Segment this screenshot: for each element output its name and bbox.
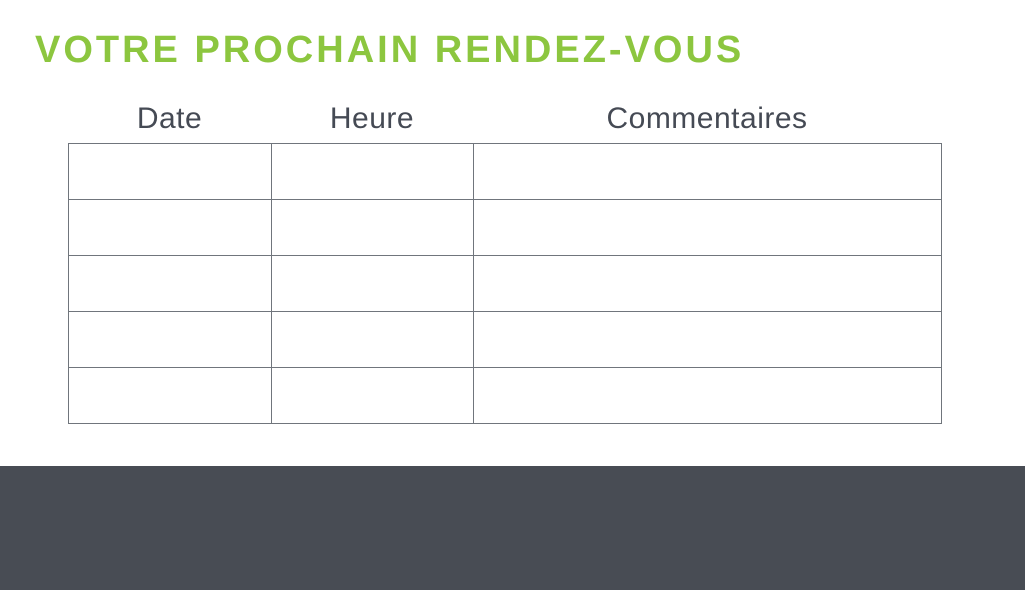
table-row — [68, 255, 942, 312]
table-cell-heure — [271, 367, 474, 424]
table-row — [68, 367, 942, 424]
table-cell-date — [68, 255, 272, 312]
appointments-table-body — [68, 143, 942, 424]
footer-bar — [0, 466, 1025, 590]
table-cell-commentaires — [473, 255, 942, 312]
table-row — [68, 311, 942, 368]
table-cell-date — [68, 143, 272, 200]
table-cell-heure — [271, 255, 474, 312]
table-cell-commentaires — [473, 143, 942, 200]
table-row — [68, 199, 942, 256]
appointments-table — [68, 143, 942, 424]
table-cell-heure — [271, 143, 474, 200]
table-cell-heure — [271, 199, 474, 256]
table-cell-commentaires — [473, 199, 942, 256]
column-header-commentaires: Commentaires — [606, 102, 808, 135]
table-row — [68, 143, 942, 200]
table-cell-commentaires — [473, 367, 942, 424]
column-header-date: Date — [136, 102, 203, 135]
table-cell-commentaires — [473, 311, 942, 368]
table-cell-date — [68, 311, 272, 368]
table-cell-date — [68, 367, 272, 424]
page-title: VOTRE PROCHAIN RENDEZ-VOUS — [35, 29, 745, 71]
table-cell-heure — [271, 311, 474, 368]
column-header-heure: Heure — [329, 102, 415, 135]
table-cell-date — [68, 199, 272, 256]
